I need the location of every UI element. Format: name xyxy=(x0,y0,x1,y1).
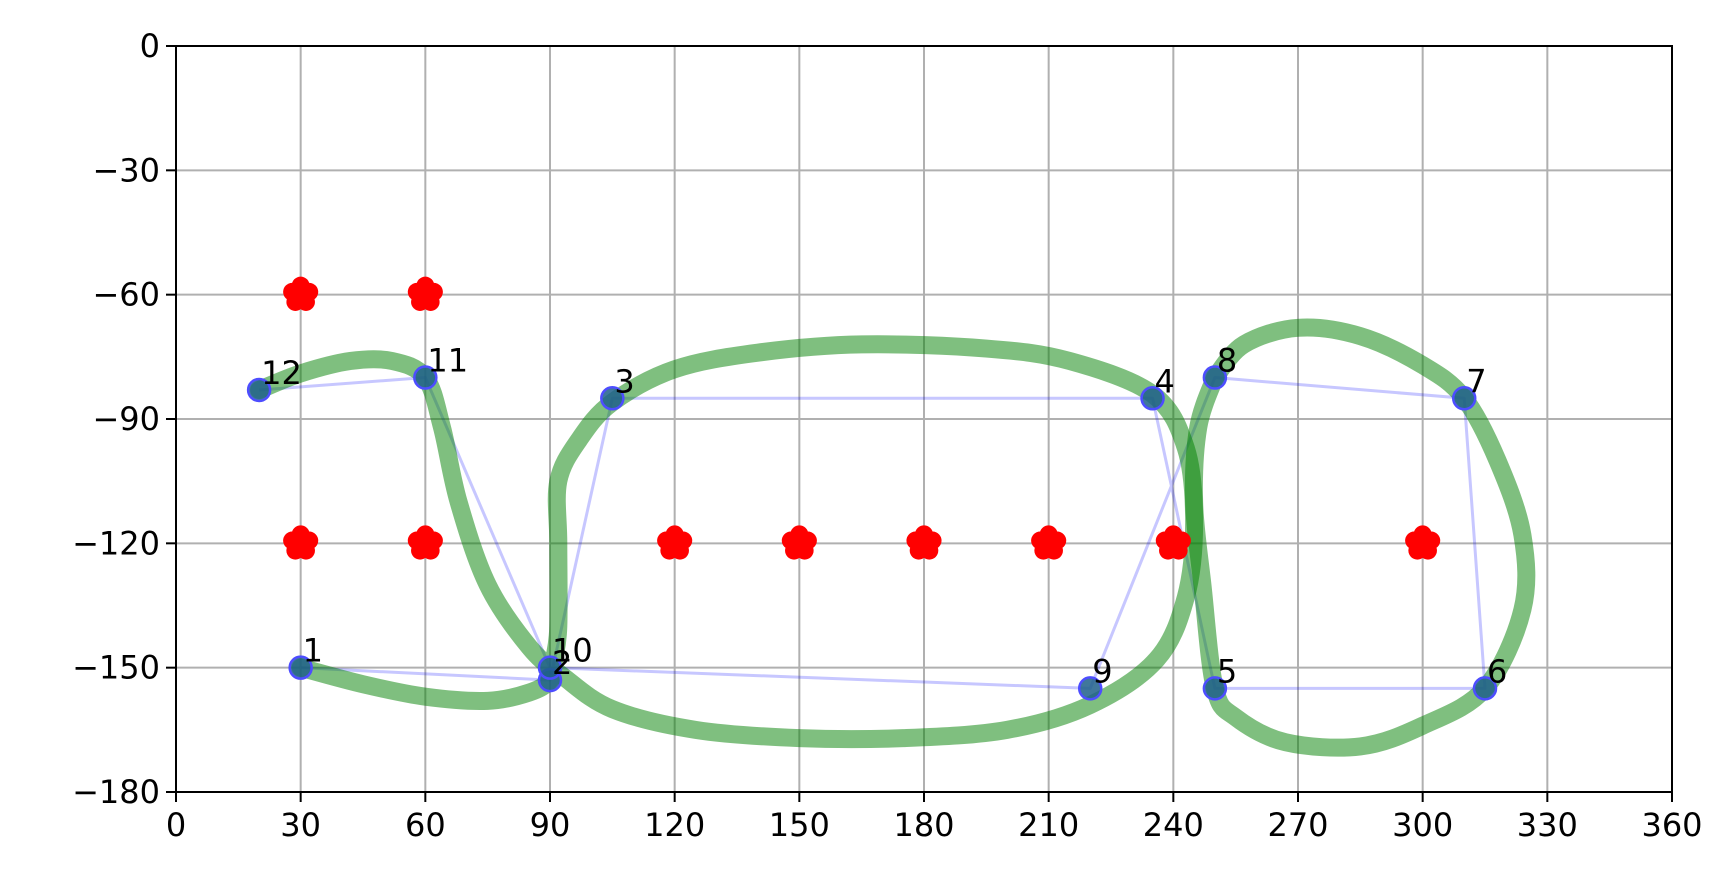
obstacle-marker xyxy=(283,276,319,311)
y-tick-label: −60 xyxy=(92,276,160,314)
x-tick-label: 0 xyxy=(166,806,186,844)
obstacle-marker xyxy=(781,525,817,560)
obstacle-center xyxy=(1413,534,1432,553)
waypoint-marker xyxy=(1202,365,1228,390)
x-tick-label: 270 xyxy=(1267,806,1328,844)
waypoint-label: 8 xyxy=(1217,342,1237,380)
obstacle-center xyxy=(665,534,684,553)
waypoint-connector xyxy=(258,376,1487,690)
waypoint-label: 12 xyxy=(261,354,302,392)
x-tick-label: 30 xyxy=(280,806,321,844)
x-tick-label: 360 xyxy=(1641,806,1702,844)
y-tick-label: −120 xyxy=(72,524,160,562)
waypoint-label: 9 xyxy=(1092,652,1112,690)
x-tick-label: 240 xyxy=(1143,806,1204,844)
y-tick-label: −30 xyxy=(92,151,160,189)
waypoint-marker xyxy=(413,365,438,390)
waypoint-label: 6 xyxy=(1487,652,1507,690)
obstacles xyxy=(283,276,1441,560)
waypoint-label: 4 xyxy=(1155,362,1175,400)
x-tick-label: 150 xyxy=(769,806,830,844)
obstacle-center xyxy=(1039,534,1058,553)
obstacle-marker xyxy=(906,525,942,560)
obstacle-center xyxy=(915,534,933,553)
obstacle-marker xyxy=(407,276,443,311)
obstacle-marker xyxy=(407,525,443,560)
obstacle-center xyxy=(1164,534,1183,553)
x-tick-label: 300 xyxy=(1392,806,1453,844)
y-tick-label: −150 xyxy=(72,649,160,687)
waypoint-marker xyxy=(1077,676,1103,701)
waypoint-label: 2 xyxy=(552,644,572,682)
y-tick-label: −180 xyxy=(72,773,160,811)
waypoint-label: 10 xyxy=(552,632,593,670)
waypoint-label: 11 xyxy=(427,342,468,380)
waypoint-label: 7 xyxy=(1466,362,1486,400)
waypoint-label: 5 xyxy=(1217,652,1237,690)
obstacle-center xyxy=(416,534,435,553)
x-tick-label: 60 xyxy=(405,806,446,844)
waypoint-marker xyxy=(288,655,313,680)
obstacle-center xyxy=(291,285,310,304)
x-tick-label: 330 xyxy=(1517,806,1578,844)
x-tick-label: 120 xyxy=(644,806,705,844)
obstacle-marker xyxy=(1155,525,1191,560)
x-tick-label: 90 xyxy=(530,806,571,844)
waypoint-label: 3 xyxy=(614,362,634,400)
y-tick-label: 0 xyxy=(140,27,160,65)
obstacle-marker xyxy=(1405,525,1441,560)
obstacle-marker xyxy=(283,525,319,560)
waypoint-marker xyxy=(1472,676,1498,701)
waypoint-marker xyxy=(246,377,272,403)
waypoint-marker xyxy=(1451,386,1477,411)
obstacle-center xyxy=(291,534,310,553)
waypoint-marker xyxy=(1202,676,1228,701)
waypoint-marker xyxy=(1140,386,1165,411)
waypoint-marker xyxy=(600,386,625,411)
x-tick-label: 210 xyxy=(1018,806,1079,844)
obstacle-marker xyxy=(657,525,693,560)
waypoints xyxy=(246,365,1498,701)
obstacle-marker xyxy=(1031,525,1067,560)
obstacle-center xyxy=(790,534,809,553)
y-tick-label: −90 xyxy=(92,400,160,438)
waypoint-polyline xyxy=(258,376,1487,690)
waypoint-marker xyxy=(537,655,563,680)
x-tick-label: 180 xyxy=(893,806,954,844)
axes: 0 30 60 90 120 150 180 210 240 270 300 330 360 0 −30 −6… xyxy=(72,27,1702,844)
obstacle-center xyxy=(416,285,435,304)
waypoint-label: 1 xyxy=(303,632,323,670)
